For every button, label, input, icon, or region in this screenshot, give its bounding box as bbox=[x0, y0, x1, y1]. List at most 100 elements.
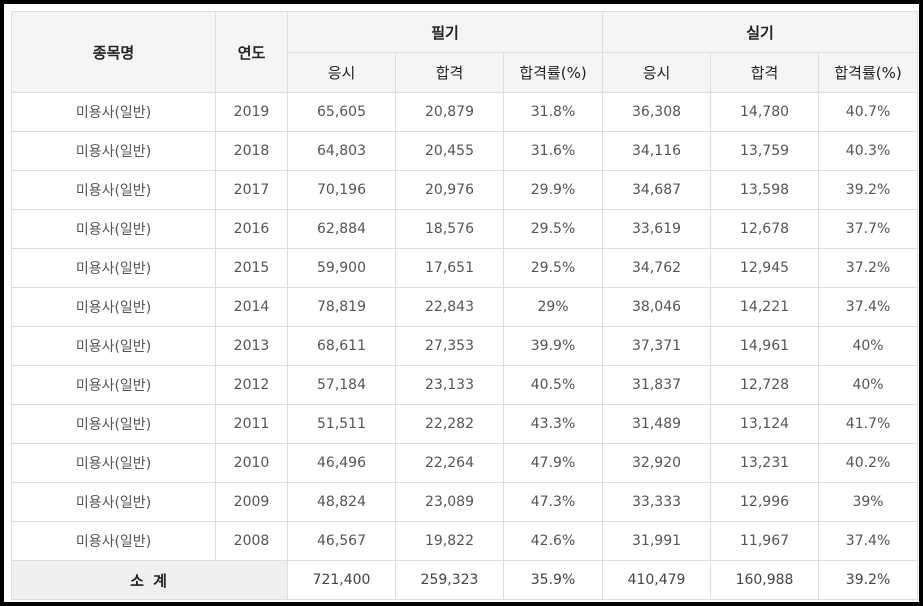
cell-practical-passed: 14,221 bbox=[710, 287, 820, 327]
cell-written-passed: 27,353 bbox=[395, 326, 504, 366]
cell-name: 미용사(일반) bbox=[11, 521, 216, 561]
cell-practical-applicants: 36,308 bbox=[602, 92, 712, 132]
table-row: 미용사(일반) 2017 70,196 20,976 29.9% 34,687 … bbox=[11, 170, 919, 210]
cell-practical-applicants: 31,837 bbox=[602, 365, 712, 405]
cell-name: 미용사(일반) bbox=[11, 92, 216, 132]
cell-name: 미용사(일반) bbox=[11, 287, 216, 327]
cell-year: 2018 bbox=[215, 131, 288, 171]
cell-written-applicants: 70,196 bbox=[287, 170, 396, 210]
cell-written-rate: 31.6% bbox=[502, 131, 604, 171]
cell-written-applicants: 46,496 bbox=[287, 443, 396, 483]
cell-practical-applicants: 38,046 bbox=[602, 287, 712, 327]
cell-written-rate: 29% bbox=[502, 287, 604, 327]
cell-practical-applicants: 37,371 bbox=[602, 326, 712, 366]
table-row: 미용사(일반) 2018 64,803 20,455 31.6% 34,116 … bbox=[11, 131, 919, 171]
column-header-practical-passed: 합격 bbox=[710, 52, 820, 93]
cell-practical-rate: 37.4% bbox=[818, 287, 919, 327]
cell-written-rate: 31.8% bbox=[502, 92, 604, 132]
cell-written-applicants: 46,567 bbox=[287, 521, 396, 561]
total-written-rate: 35.9% bbox=[502, 560, 604, 600]
cell-name: 미용사(일반) bbox=[11, 209, 216, 249]
cell-written-passed: 20,455 bbox=[395, 131, 504, 171]
cell-practical-rate: 37.4% bbox=[818, 521, 919, 561]
cell-year: 2014 bbox=[215, 287, 288, 327]
cell-practical-applicants: 34,116 bbox=[602, 131, 712, 171]
column-header-name: 종목명 bbox=[11, 11, 216, 93]
table-row: 미용사(일반) 2019 65,605 20,879 31.8% 36,308 … bbox=[11, 92, 919, 132]
cell-name: 미용사(일반) bbox=[11, 443, 216, 483]
cell-written-rate: 43.3% bbox=[502, 404, 604, 444]
cell-practical-passed: 12,728 bbox=[710, 365, 820, 405]
cell-written-applicants: 65,605 bbox=[287, 92, 396, 132]
cell-practical-passed: 11,967 bbox=[710, 521, 820, 561]
cell-written-rate: 42.6% bbox=[502, 521, 604, 561]
cell-practical-rate: 40.3% bbox=[818, 131, 919, 171]
column-header-practical-rate: 합격률(%) bbox=[818, 52, 919, 93]
exam-statistics-table: 종목명 연도 필기 실기 응시 합격 합격률(%) 응시 합격 합격률(%) 미… bbox=[11, 11, 919, 600]
cell-practical-rate: 41.7% bbox=[818, 404, 919, 444]
cell-name: 미용사(일반) bbox=[11, 326, 216, 366]
cell-practical-passed: 12,678 bbox=[710, 209, 820, 249]
column-header-written-rate: 합격률(%) bbox=[502, 52, 604, 93]
cell-written-passed: 20,976 bbox=[395, 170, 504, 210]
table-row: 미용사(일반) 2008 46,567 19,822 42.6% 31,991 … bbox=[11, 521, 919, 561]
cell-written-rate: 40.5% bbox=[502, 365, 604, 405]
cell-name: 미용사(일반) bbox=[11, 131, 216, 171]
total-written-applicants: 721,400 bbox=[287, 560, 396, 600]
cell-practical-applicants: 31,991 bbox=[602, 521, 712, 561]
table-row: 미용사(일반) 2016 62,884 18,576 29.5% 33,619 … bbox=[11, 209, 919, 249]
cell-written-passed: 22,282 bbox=[395, 404, 504, 444]
cell-year: 2008 bbox=[215, 521, 288, 561]
cell-name: 미용사(일반) bbox=[11, 170, 216, 210]
cell-name: 미용사(일반) bbox=[11, 482, 216, 522]
cell-written-rate: 47.9% bbox=[502, 443, 604, 483]
cell-practical-passed: 12,945 bbox=[710, 248, 820, 288]
header-row-sub: 응시 합격 합격률(%) 응시 합격 합격률(%) bbox=[12, 52, 919, 93]
cell-practical-passed: 13,759 bbox=[710, 131, 820, 171]
cell-year: 2017 bbox=[215, 170, 288, 210]
cell-practical-applicants: 33,333 bbox=[602, 482, 712, 522]
cell-practical-applicants: 33,619 bbox=[602, 209, 712, 249]
total-practical-passed: 160,988 bbox=[710, 560, 820, 600]
total-label: 소 계 bbox=[11, 560, 288, 600]
cell-practical-passed: 13,124 bbox=[710, 404, 820, 444]
cell-practical-passed: 14,780 bbox=[710, 92, 820, 132]
cell-written-passed: 17,651 bbox=[395, 248, 504, 288]
cell-name: 미용사(일반) bbox=[11, 248, 216, 288]
cell-written-applicants: 62,884 bbox=[287, 209, 396, 249]
table-row: 미용사(일반) 2015 59,900 17,651 29.5% 34,762 … bbox=[11, 248, 919, 288]
cell-practical-applicants: 32,920 bbox=[602, 443, 712, 483]
column-header-year: 연도 bbox=[215, 11, 288, 93]
cell-practical-rate: 40.2% bbox=[818, 443, 919, 483]
cell-practical-applicants: 31,489 bbox=[602, 404, 712, 444]
cell-practical-passed: 12,996 bbox=[710, 482, 820, 522]
column-header-practical-applicants: 응시 bbox=[602, 52, 712, 93]
cell-written-passed: 19,822 bbox=[395, 521, 504, 561]
cell-practical-applicants: 34,687 bbox=[602, 170, 712, 210]
cell-written-passed: 18,576 bbox=[395, 209, 504, 249]
cell-written-applicants: 48,824 bbox=[287, 482, 396, 522]
column-header-written-applicants: 응시 bbox=[287, 52, 396, 93]
cell-written-applicants: 78,819 bbox=[287, 287, 396, 327]
column-group-practical: 실기 bbox=[602, 11, 919, 53]
cell-year: 2016 bbox=[215, 209, 288, 249]
cell-practical-applicants: 34,762 bbox=[602, 248, 712, 288]
cell-written-rate: 47.3% bbox=[502, 482, 604, 522]
cell-year: 2019 bbox=[215, 92, 288, 132]
total-practical-applicants: 410,479 bbox=[602, 560, 712, 600]
cell-written-passed: 23,133 bbox=[395, 365, 504, 405]
cell-written-applicants: 68,611 bbox=[287, 326, 396, 366]
cell-year: 2013 bbox=[215, 326, 288, 366]
total-row: 소 계 721,400 259,323 35.9% 410,479 160,98… bbox=[11, 560, 919, 600]
cell-practical-rate: 37.7% bbox=[818, 209, 919, 249]
cell-written-passed: 20,879 bbox=[395, 92, 504, 132]
cell-written-rate: 29.5% bbox=[502, 248, 604, 288]
cell-name: 미용사(일반) bbox=[11, 365, 216, 405]
table-row: 미용사(일반) 2013 68,611 27,353 39.9% 37,371 … bbox=[11, 326, 919, 366]
cell-practical-rate: 40% bbox=[818, 365, 919, 405]
cell-practical-rate: 40.7% bbox=[818, 92, 919, 132]
cell-practical-passed: 13,231 bbox=[710, 443, 820, 483]
total-practical-rate: 39.2% bbox=[818, 560, 919, 600]
cell-written-passed: 22,843 bbox=[395, 287, 504, 327]
cell-practical-passed: 13,598 bbox=[710, 170, 820, 210]
